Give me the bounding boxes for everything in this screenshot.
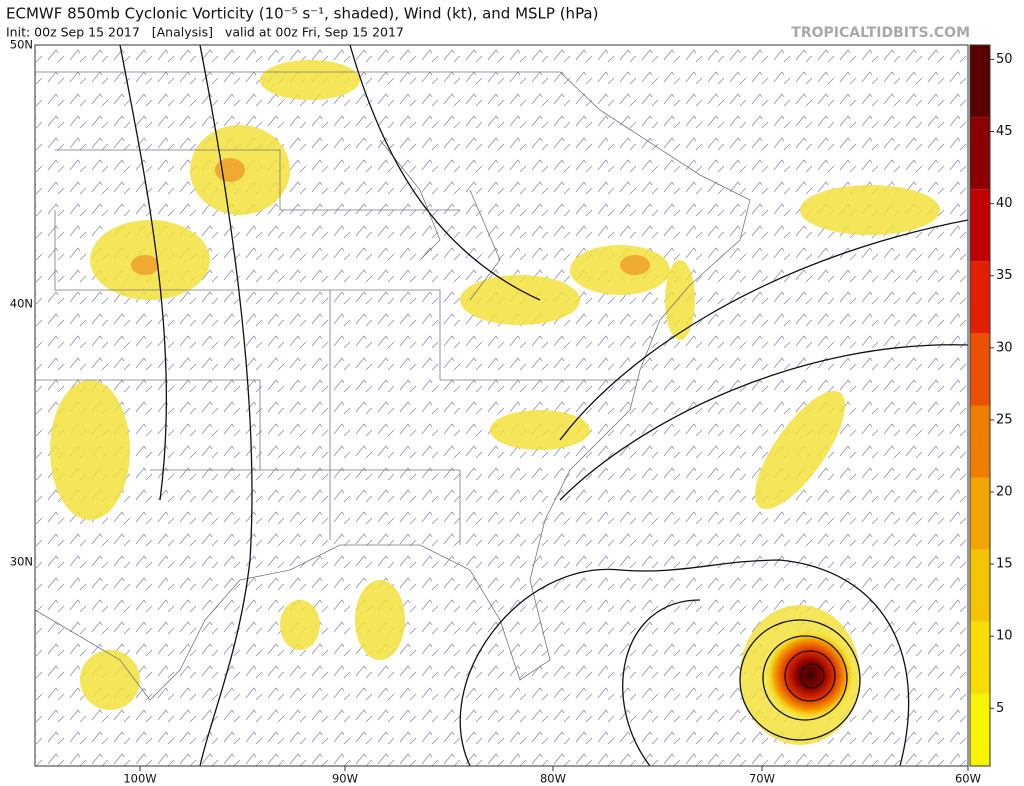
map-frame [34,44,969,767]
colorbar-tick-label: 35 [996,268,1013,283]
colorbar-segment [970,549,990,622]
lon-label: 70W [749,772,775,786]
title: ECMWF 850mb Cyclonic Vorticity (10⁻⁵ s⁻¹… [6,5,598,23]
lon-label: 100W [123,772,156,786]
colorbar-tick-label: 20 [996,485,1013,500]
lat-label: 40N [10,297,33,311]
colorbar-segment [970,621,990,694]
colorbar-tick-label: 50 [996,52,1013,67]
lon-label: 60W [955,772,981,786]
lon-label: 80W [540,772,566,786]
hurricane [765,630,855,720]
colorbar-segment [970,405,990,478]
init-line: Init: 00z Sep 15 2017 [Analysis] valid a… [6,25,404,40]
colorbar-segment [970,189,990,262]
colorbar-tick-label: 45 [996,124,1013,139]
colorbar-tick-label: 15 [996,557,1013,572]
map [35,45,968,766]
colorbar-segment [970,117,990,190]
lat-label: 50N [10,38,33,52]
colorbar-segment [970,477,990,550]
colorbar-tick-label: 10 [996,629,1013,644]
lat-label: 30N [10,555,33,569]
colorbar-segment [970,45,990,118]
lon-label: 90W [332,772,358,786]
colorbar-segment [970,261,990,334]
colorbar-tick-label: 30 [996,340,1013,355]
source: TROPICALTIDBITS.COM [791,25,970,41]
vorticity-shading [50,60,940,745]
colorbar-segment [970,333,990,406]
isobars [119,45,968,766]
colorbar-tick-label: 5 [996,701,1004,716]
coastline [35,71,751,701]
colorbar-segment [970,693,990,766]
colorbar-tick-label: 25 [996,412,1013,427]
colorbar-tick-label: 40 [996,196,1013,211]
colorbar-outline [969,44,991,767]
